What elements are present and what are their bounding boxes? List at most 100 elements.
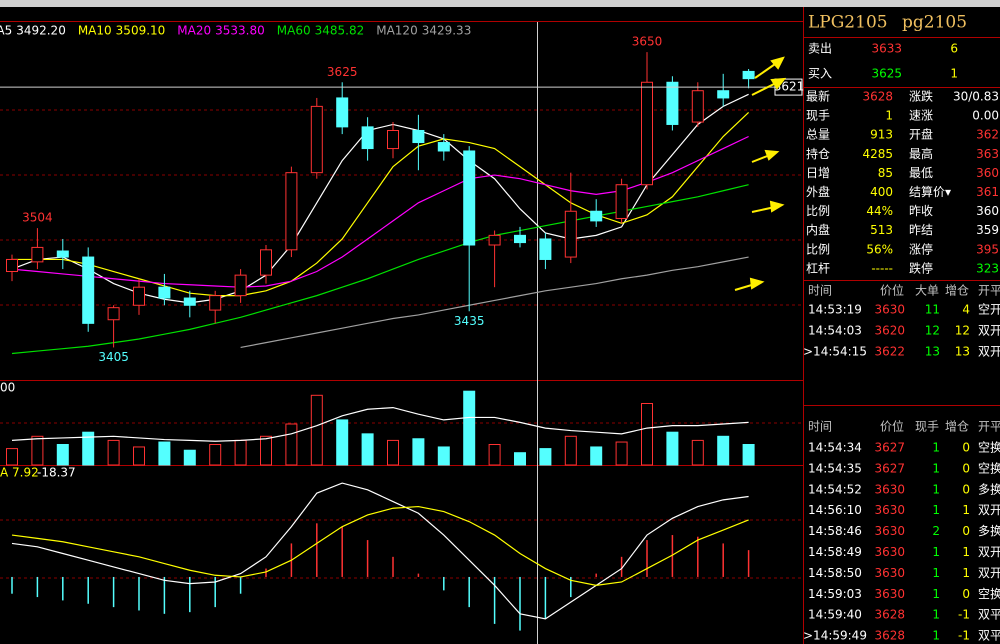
table-cell: 14:58:49 [808, 545, 862, 559]
candle-body [234, 274, 247, 297]
table-cell: 空开 [978, 303, 1000, 317]
volume-bar [133, 446, 145, 466]
volume-bar [82, 431, 95, 466]
candle-body [387, 129, 399, 150]
table-cell: 1 [932, 587, 940, 601]
table-cell: 14:56:10 [808, 503, 862, 517]
stat-label: 杠杆 [806, 260, 830, 275]
table-cell: 0 [962, 441, 970, 455]
candle-body [437, 142, 450, 152]
stat-value: 400 [870, 185, 893, 199]
table-cell: 14:58:50 [808, 566, 862, 580]
table-cell: 3630 [874, 587, 905, 601]
volume-bar [488, 444, 501, 466]
plots: 3504 3625 3650 3435 3405 MA5 3492.20 MA10 3509.1… [0, 24, 804, 631]
stat-label: 现手 [806, 109, 830, 123]
quote-volume: 6 [950, 42, 958, 56]
volume-bar [107, 439, 120, 466]
candle-body [412, 129, 425, 144]
volume-bar [717, 435, 730, 466]
table-cell: 双开 [978, 545, 1000, 559]
table-header: 时间 [808, 420, 832, 434]
candle-body [717, 90, 730, 99]
volume-bar [158, 441, 171, 466]
table-cell: 多换 [978, 482, 1000, 496]
legend-name: MA5 [0, 24, 12, 38]
legend-name: MA60 [277, 24, 311, 38]
legend-name: MA10 [78, 24, 112, 38]
table-cell: 双平 [978, 629, 1000, 643]
candle-body [310, 105, 323, 174]
candle-body [285, 172, 298, 251]
table-cell: 3627 [874, 441, 905, 455]
volume-bar [209, 444, 222, 466]
stat-label: 跌停 [909, 260, 933, 275]
table-header: 增仓 [945, 284, 969, 298]
stat-label: 结算价▾ [909, 184, 951, 199]
table-cell: 1 [932, 629, 940, 643]
stat-label: 最高 [909, 146, 933, 161]
macd-label: -18.37 [37, 466, 76, 480]
code: pg2105 [902, 13, 967, 33]
stat-label: 持仓 [806, 146, 830, 161]
table-cell: 3630 [874, 482, 905, 496]
volume-bar [31, 435, 44, 466]
stat-label: 外盘 [806, 184, 830, 199]
stat-value: 513 [870, 223, 893, 237]
candle-body [590, 210, 603, 222]
candle-body [615, 184, 628, 219]
table-cell: -1 [958, 629, 970, 643]
table-cell: 1 [962, 566, 970, 580]
candle-body [82, 256, 95, 324]
line [11, 482, 749, 620]
table-cell: 双开 [978, 566, 1000, 580]
stat-value: 0.00 [972, 109, 999, 123]
table-cell: 0 [962, 482, 970, 496]
quote-label: 卖出 [808, 42, 832, 56]
table-header: 现手 [915, 420, 939, 434]
candle-body [691, 90, 704, 123]
candle-body [336, 97, 349, 128]
line [240, 256, 749, 349]
candle-body [514, 234, 526, 244]
legend-value: 3429.33 [422, 24, 472, 38]
stat-value: ----- [871, 261, 893, 275]
table-header: 开平 [978, 420, 1000, 434]
extreme-label: 3435 [454, 314, 485, 328]
extreme-label: 3405 [98, 350, 129, 364]
extreme-label: 3625 [327, 65, 358, 79]
legend-value: 3533.80 [215, 24, 265, 38]
stat-value: 362 [976, 128, 999, 142]
table-cell: >14:59:49 [803, 629, 867, 643]
quote-panel: LPG2105 pg2105 卖出 3633 6 买入 3625 1 最新 3628 涨跌 30/… [803, 13, 1000, 643]
volume-bar [336, 419, 349, 466]
table-cell: 13 [925, 345, 940, 359]
candle-body [133, 286, 145, 306]
table-cell: 14:59:40 [808, 608, 862, 622]
table-cell: 14:58:46 [808, 524, 862, 538]
volume-label: 00 [0, 381, 15, 395]
table-cell: 14:59:03 [808, 587, 862, 601]
table-header: 开平 [978, 284, 1000, 298]
table-cell: 3620 [874, 324, 905, 338]
table-cell: 12 [925, 324, 940, 338]
candle-body [539, 238, 552, 260]
borders [0, 7, 1000, 644]
volume-bar [310, 394, 323, 466]
volume-bar [56, 444, 69, 466]
stat-value: 3628 [862, 90, 893, 104]
stat-value: 360 [976, 204, 999, 218]
table-cell: 双平 [978, 608, 1000, 622]
legend-name: MA20 [177, 24, 211, 38]
table-cell: 空换 [978, 461, 1000, 475]
table-cell: 1 [932, 482, 940, 496]
table-cell: 双开 [978, 324, 1000, 338]
candle-body [183, 297, 196, 306]
legend-name: MA120 [376, 24, 417, 38]
stat-label: 内盘 [806, 222, 830, 237]
stat-label: 昨结 [909, 223, 933, 237]
table-cell: 3630 [874, 303, 905, 317]
stat-label: 昨收 [909, 204, 933, 218]
legend-value: 3485.82 [315, 24, 365, 38]
